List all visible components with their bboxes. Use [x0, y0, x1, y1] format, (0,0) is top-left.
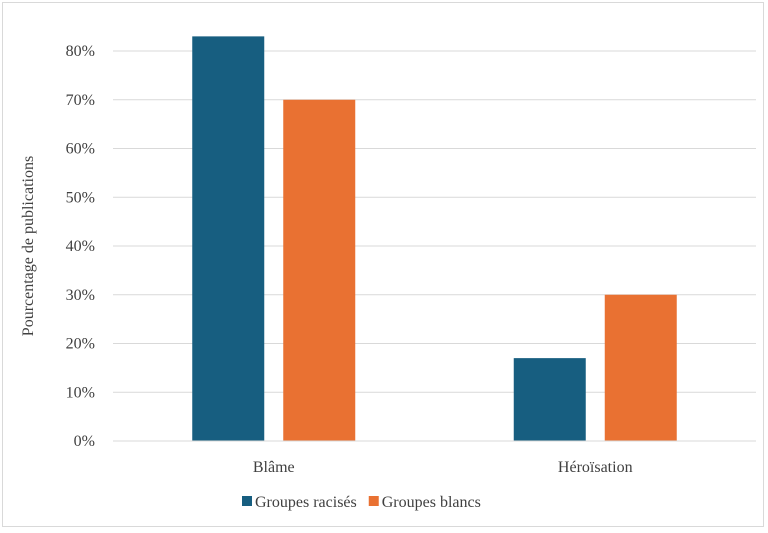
legend: Groupes racisés Groupes blancs [242, 494, 481, 511]
y-tick-label: 10% [66, 384, 95, 401]
bar [604, 294, 677, 441]
chart-frame: 0% 10% 20% 30% 40% 50% 60% 70% 80% Blâme Héroïsat… [2, 2, 764, 527]
legend-swatch [368, 496, 379, 506]
legend-swatch [242, 496, 252, 506]
legend-label: Groupes racisés [255, 494, 357, 511]
y-tick-label: 40% [66, 238, 95, 255]
category-label: Blâme [253, 459, 295, 476]
y-axis-label: Pourcentage de publications [20, 156, 37, 336]
bar [513, 358, 586, 441]
y-tick-label: 60% [66, 141, 95, 158]
y-tick-label: 0% [74, 433, 95, 450]
category-label: Héroïsation [558, 459, 633, 476]
bar-chart: 0% 10% 20% 30% 40% 50% 60% 70% 80% Blâme Héroïsat… [20, 36, 756, 511]
y-tick-label: 80% [66, 43, 95, 60]
legend-label: Groupes blancs [382, 494, 481, 511]
bars [192, 36, 677, 441]
y-tick-label: 30% [66, 287, 95, 304]
y-tick-label: 70% [66, 92, 95, 109]
y-tick-label: 50% [66, 189, 95, 206]
bar [192, 36, 265, 441]
y-tick-labels: 0% 10% 20% 30% 40% 50% 60% 70% 80% [66, 43, 95, 450]
bar [283, 99, 356, 441]
y-tick-label: 20% [66, 336, 95, 353]
category-labels: Blâme Héroïsation [253, 459, 633, 476]
